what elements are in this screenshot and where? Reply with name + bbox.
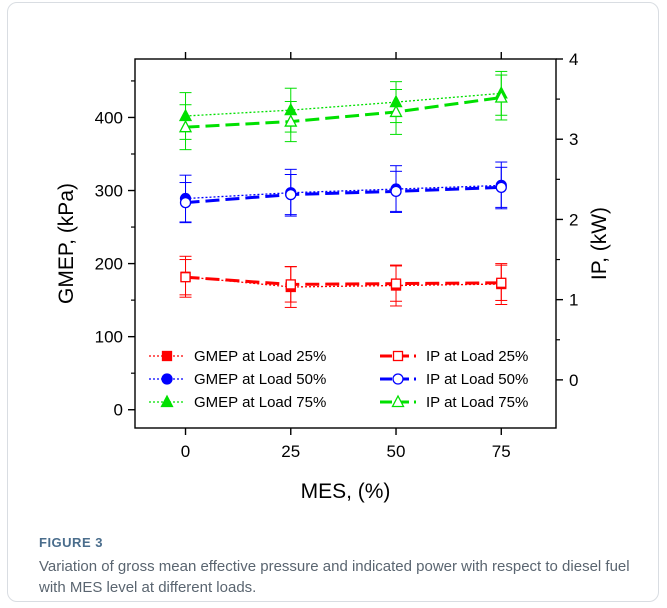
series-6 [179,74,508,151]
y-left-tick-label: 400 [95,108,123,127]
data-point [285,188,297,201]
y-left-tick-label: 0 [114,401,123,420]
y-left-tick-label: 300 [95,182,123,201]
legend-swatch-marker [391,394,405,408]
figure-caption: FIGURE 3 Variation of gross mean effecti… [39,535,649,598]
series-line [185,92,502,117]
series-line [185,275,502,286]
data-point [494,90,508,103]
data-point [390,278,402,289]
y-right-tick-label: 4 [569,50,578,69]
series-line [185,184,502,200]
figure-label: FIGURE 3 [39,535,103,550]
data-point [178,119,193,133]
y-left-tick-label: 200 [95,255,123,274]
x-axis-label: MES, (%) [301,480,391,503]
y-left-axis-label: GMEP, (kPa) [55,183,78,304]
y-right-tick-label: 3 [569,130,578,149]
series-line [185,185,502,205]
data-point [390,185,402,198]
data-point [496,277,507,288]
legend-label: IP at Load 75% [426,394,528,411]
y-left-tick-label: 100 [95,328,123,347]
legend-label: IP at Load 25% [426,348,528,365]
data-point [285,279,296,290]
y-right-tick-label: 1 [569,291,578,310]
chart: 0 25 50 75 0 100 200 300 400 0 1 2 3 4 MES, (%) GMEP, (… [55,50,611,503]
x-tick-label: 25 [281,442,300,461]
data-point [284,114,298,127]
data-point [180,272,191,283]
x-tick-label: 0 [181,442,190,461]
data-point [495,181,507,193]
series-3 [179,70,508,140]
legend-label: GMEP at Load 75% [194,394,326,411]
legend-swatch-marker [392,350,404,362]
legend-swatch-marker [160,394,174,408]
legend-swatch-marker [161,373,173,385]
series-5 [179,166,508,224]
x-tick-label: 50 [387,442,406,461]
legend-label: IP at Load 50% [426,371,528,388]
x-tick-label: 75 [492,442,511,461]
legend-label: GMEP at Load 25% [194,348,326,365]
legend-label: GMEP at Load 50% [194,371,326,388]
data-point [179,196,192,209]
y-right-tick-label: 0 [569,371,578,390]
series-4 [179,259,508,303]
series-2 [179,161,508,223]
y-right-axis-label: IP, (kW) [588,207,611,280]
legend-swatch-marker [392,373,404,385]
figure-frame: 0 25 50 75 0 100 200 300 400 0 1 2 3 4 MES, (%) GMEP, (… [7,2,659,602]
figure-caption-text: Variation of gross mean effective pressu… [39,558,630,596]
data-point [389,104,403,118]
plot-frame [134,58,557,429]
y-right-tick-label: 2 [569,210,578,229]
legend-swatch-marker [161,350,173,362]
series-line [185,96,502,129]
